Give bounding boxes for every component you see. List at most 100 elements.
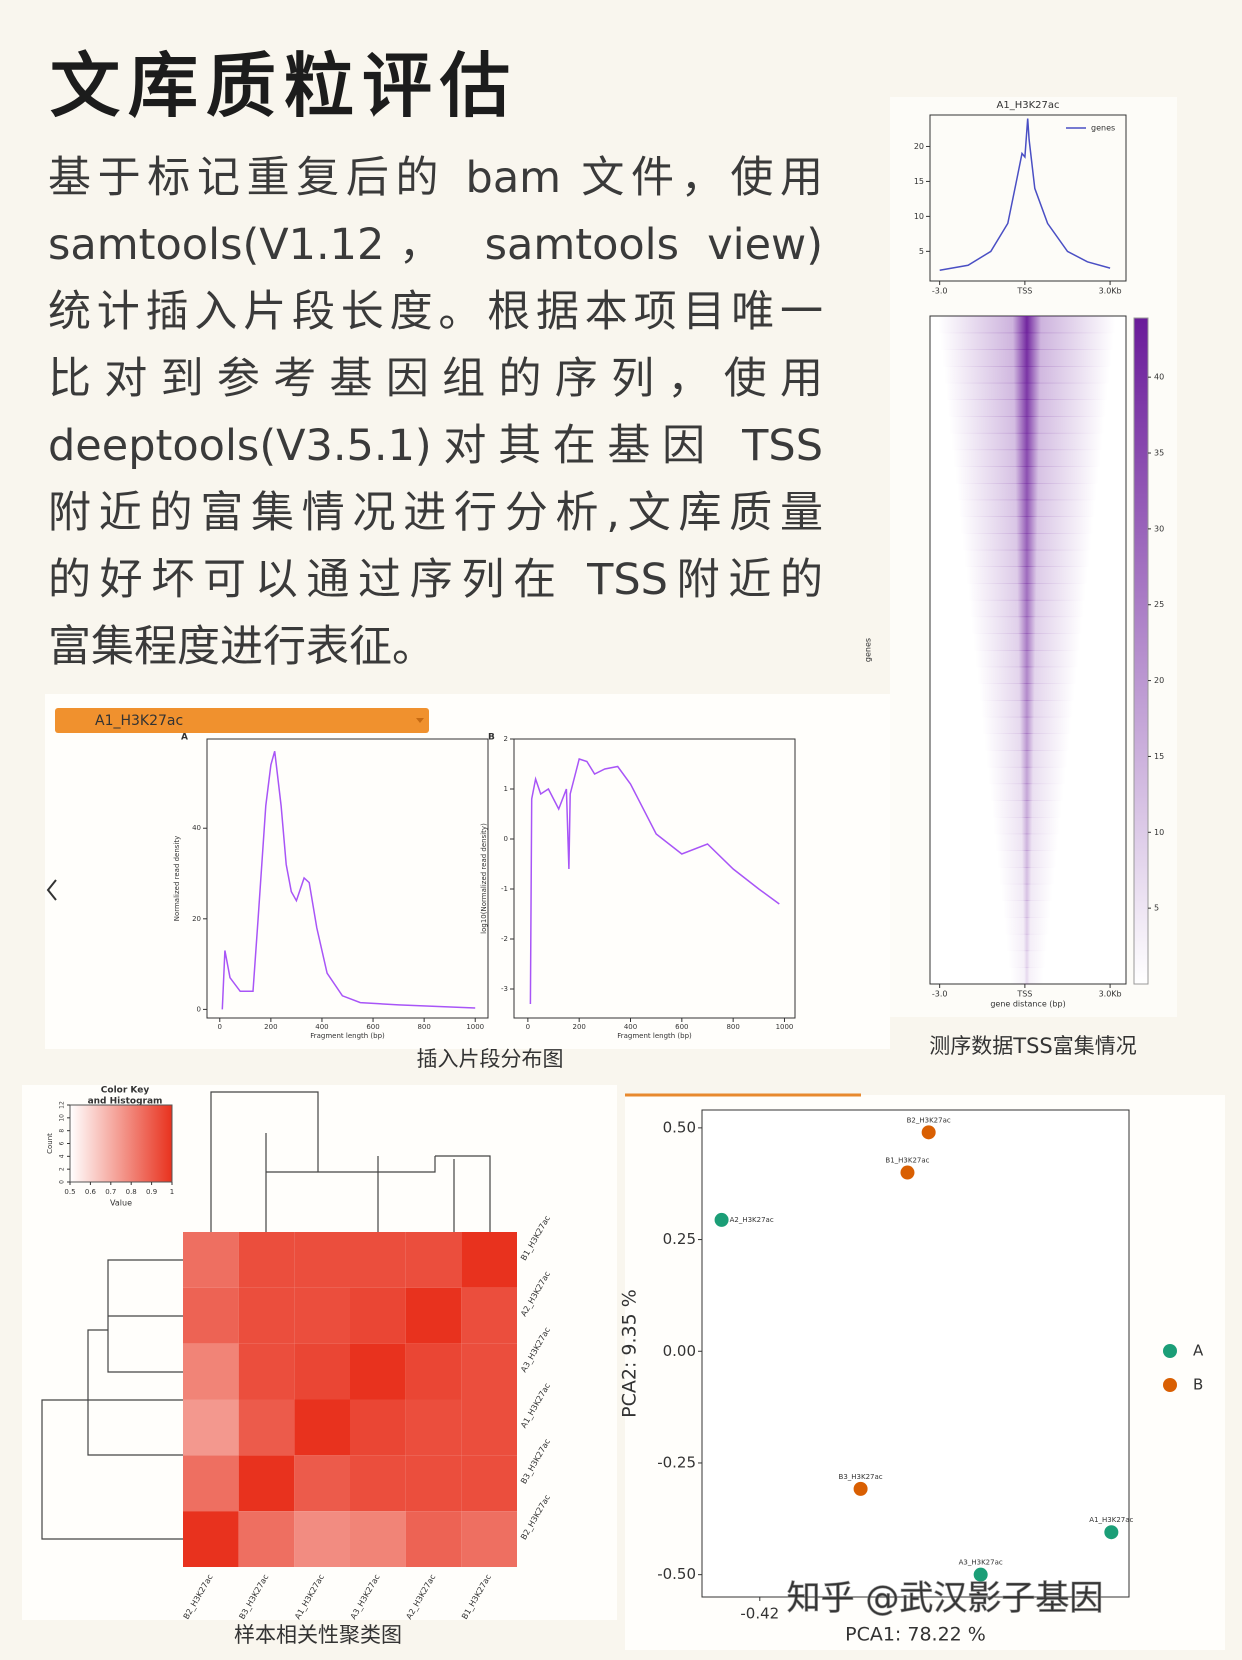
x-tick-label: 600 <box>675 1023 688 1031</box>
curve <box>939 118 1111 271</box>
density-band <box>975 650 1079 668</box>
colorbar-tick-label: 20 <box>1154 676 1164 685</box>
body-line: samtools(V1.12， samtools view) <box>48 220 823 270</box>
plot-frame <box>206 738 489 1019</box>
density-band <box>964 549 1090 567</box>
density-band <box>999 867 1055 885</box>
y-tick-label: 15 <box>914 177 924 186</box>
x-tick-label: -3.0 <box>932 287 948 296</box>
heatmap-cell <box>405 1455 462 1512</box>
key-tick-label: 0.6 <box>85 1188 97 1196</box>
key-gradient <box>69 1104 173 1183</box>
density-band <box>1004 917 1049 935</box>
point-label: A1_H3K27ac <box>1089 1516 1133 1524</box>
colorbar-tick-label: 25 <box>1154 600 1164 609</box>
y-axis-label: PCA2: 9.35 % <box>619 1289 641 1418</box>
legend-label: A <box>1193 1342 1204 1360</box>
legend-label: B <box>1193 1376 1203 1394</box>
y-tick-label: 0 <box>197 1005 201 1013</box>
x-tick-label: 200 <box>572 1023 585 1031</box>
point-label: A3_H3K27ac <box>959 1559 1003 1567</box>
density-band <box>977 666 1077 684</box>
x-axis-label: PCA1: 78.22 % <box>845 1624 986 1646</box>
density-band <box>951 432 1103 451</box>
y-tick-label: 20 <box>914 142 924 151</box>
key-tick-label: 1 <box>170 1188 174 1196</box>
key-tick-label: 0.5 <box>64 1188 75 1196</box>
point-label: B3_H3K27ac <box>839 1473 883 1481</box>
body-line: deeptools(V3.5.1)对其在基因 TSS <box>48 421 823 471</box>
legend-swatch <box>1163 1344 1177 1358</box>
body-line: 基于标记重复后的 bam 文件，使用 <box>48 153 823 203</box>
density-band <box>982 716 1071 734</box>
density-band <box>940 332 1114 350</box>
x-tick-label: 3.0Kb <box>1099 990 1122 999</box>
caption: 样本相关性聚类图 <box>234 1623 402 1647</box>
key-title: Color Key <box>101 1086 150 1096</box>
x-tick-label: 400 <box>624 1023 637 1031</box>
key-title: and Histogram <box>88 1097 163 1107</box>
point-label: A2_H3K27ac <box>730 1216 774 1224</box>
body-line: 富集程度进行表征。 <box>48 622 435 672</box>
heatmap-cell <box>461 1232 517 1288</box>
y-tick-label: -3 <box>501 985 508 993</box>
y-tick-label: -2 <box>501 935 508 943</box>
heatmap-cell <box>238 1287 295 1344</box>
caption: 测序数据TSS富集情况 <box>929 1034 1137 1058</box>
density-band <box>960 516 1094 534</box>
point <box>1104 1525 1119 1540</box>
heatmap-cell <box>294 1399 350 1456</box>
density-band <box>946 382 1108 400</box>
curve <box>221 750 476 1010</box>
density-band <box>942 349 1112 367</box>
plot-frame <box>701 1109 1130 1598</box>
heatmap-cell <box>294 1511 350 1567</box>
x-tick-label: 3.0Kb <box>1099 287 1122 296</box>
heatmap-cell <box>294 1232 350 1288</box>
y-tick-label: -1 <box>501 885 508 893</box>
body-line: 附近的富集情况进行分析,文库质量 <box>48 488 823 538</box>
density-band <box>1010 967 1044 985</box>
density-band <box>966 566 1088 584</box>
y-tick-label: 20 <box>192 915 201 923</box>
prev-arrow[interactable] <box>46 879 57 901</box>
density-band <box>955 466 1099 484</box>
density-band <box>973 633 1081 651</box>
point-label: B2_H3K27ac <box>907 1116 951 1124</box>
panel-label: A <box>181 733 188 743</box>
density-band <box>971 616 1083 634</box>
x-tick-label: 0 <box>526 1023 530 1031</box>
x-axis-label: Fragment length (bp) <box>310 1032 385 1040</box>
colorbar-tick-label: 10 <box>1154 828 1164 837</box>
heatmap-cell <box>350 1232 406 1288</box>
heatmap-cell <box>461 1455 517 1512</box>
y-tick-label: 0.25 <box>663 1230 696 1248</box>
heatmap-cell <box>405 1232 462 1288</box>
title: 文库质粒评估 <box>50 45 518 127</box>
y-tick-label: 5 <box>919 247 924 256</box>
y-tick-label: 2 <box>504 735 508 743</box>
body-text: 基于标记重复后的 bam 文件，使用 samtools(V1.12， samtoo… <box>48 145 823 681</box>
key-tick-label: 0.9 <box>146 1188 157 1196</box>
selector[interactable] <box>55 708 429 733</box>
body-line: 统计插入片段长度。根据本项目唯一 <box>48 287 823 337</box>
y-tick-label: 10 <box>914 212 924 221</box>
heatmap-cell <box>238 1232 295 1288</box>
heatmap-cell <box>238 1455 295 1512</box>
density-band <box>980 700 1073 718</box>
colorbar-tick-label: 30 <box>1154 524 1164 533</box>
density-band <box>991 800 1062 818</box>
y-tick-label: -0.25 <box>657 1453 696 1471</box>
x-tick-label: 200 <box>264 1023 277 1031</box>
heatmap-cell <box>183 1232 239 1288</box>
density-band <box>990 783 1064 801</box>
y-tick-label: 0.50 <box>663 1118 696 1136</box>
caption: 插入片段分布图 <box>417 1047 564 1071</box>
key-x-label: Value <box>110 1199 132 1208</box>
density-band <box>1001 883 1053 901</box>
heatmap-cell <box>350 1399 406 1456</box>
plot-frame <box>513 738 796 1019</box>
selector-text[interactable]: A1_H3K27ac <box>95 713 183 729</box>
x-tick-label: 800 <box>417 1023 430 1031</box>
